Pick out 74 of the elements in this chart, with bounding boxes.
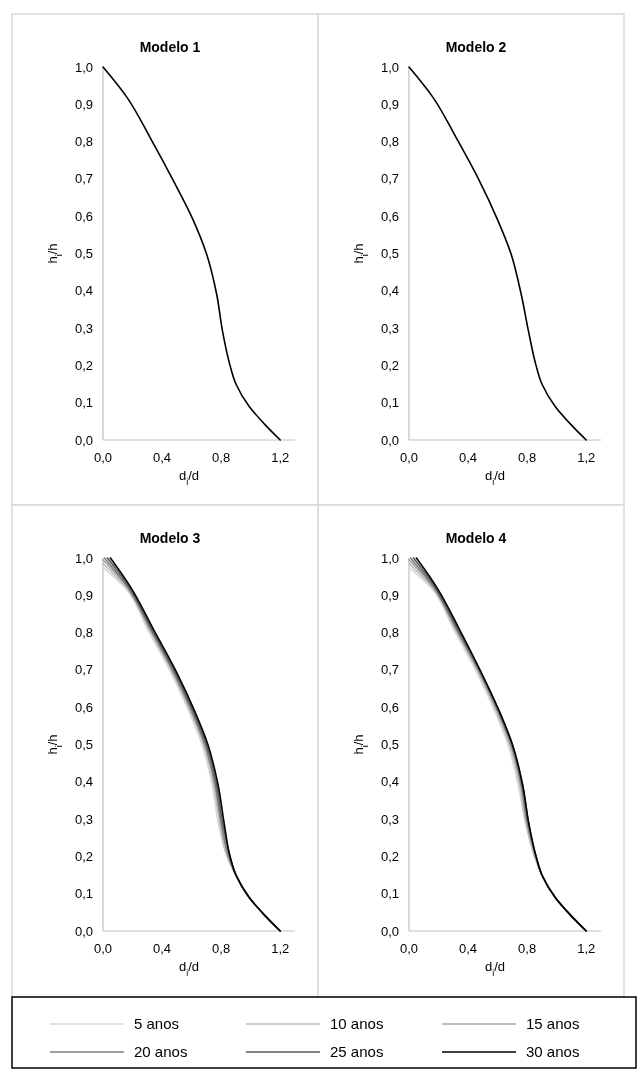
x-tick-label: 0,0	[93, 941, 113, 956]
y-tick-label: 0,8	[380, 134, 399, 150]
y-tick-label: 0,6	[74, 699, 93, 715]
y-tick-label: 0,4	[380, 283, 399, 299]
y-tick-label: 0,9	[74, 96, 93, 112]
y-tick-label: 0,3	[380, 320, 399, 336]
x-tick-label: 1,2	[577, 450, 596, 465]
x-tick-label: 0,0	[399, 450, 419, 465]
y-tick-label: 0,7	[380, 662, 399, 678]
x-axis-title: d$_{i}$/d	[484, 959, 506, 978]
y-tick-label: 0,1	[74, 886, 93, 902]
y-tick-label: 0,3	[74, 811, 93, 827]
y-tick-label: 0,5	[380, 737, 399, 753]
y-tick-label: 0,5	[74, 246, 93, 262]
y-tick-label: 0,0	[380, 432, 399, 448]
y-tick-label: 0,6	[380, 208, 399, 224]
x-tick-label: 1,2	[271, 450, 290, 465]
y-tick-label: 0,2	[380, 357, 399, 373]
y-tick-label: 0,3	[74, 320, 93, 336]
y-tick-label: 0,6	[380, 699, 399, 715]
x-tick-label: 0,4	[459, 450, 478, 465]
x-axis-title: d$_{i}$/d	[178, 468, 200, 487]
y-tick-label: 0,4	[380, 774, 399, 790]
y-tick-label: 0,8	[380, 625, 399, 641]
x-axis-title: d$_{i}$/d	[178, 959, 200, 978]
legend-label: 20 anos	[134, 1043, 188, 1061]
legend-label: 15 anos	[526, 1015, 580, 1033]
y-tick-label: 0,2	[74, 848, 93, 864]
chart-title: Modelo 2	[445, 39, 507, 55]
x-tick-label: 0,4	[153, 450, 172, 465]
y-tick-label: 0,7	[74, 662, 93, 678]
y-tick-label: 0,8	[74, 134, 93, 150]
y-tick-label: 0,9	[380, 587, 399, 603]
chart-title: Modelo 3	[139, 530, 201, 546]
y-tick-label: 0,7	[380, 171, 399, 187]
x-tick-label: 0,4	[459, 941, 478, 956]
y-tick-label: 1,0	[74, 59, 93, 75]
chart-title: Modelo 1	[139, 39, 201, 55]
x-tick-label: 0,8	[212, 450, 231, 465]
x-axis-title: d$_{i}$/d	[484, 468, 506, 487]
y-tick-label: 0,9	[380, 96, 399, 112]
y-tick-label: 0,6	[74, 208, 93, 224]
y-tick-label: 0,0	[74, 923, 93, 939]
legend-label: 30 anos	[526, 1043, 580, 1061]
y-tick-label: 0,0	[380, 923, 399, 939]
y-tick-label: 0,0	[74, 432, 93, 448]
legend-label: 25 anos	[330, 1043, 384, 1061]
chart-title: Modelo 4	[445, 530, 507, 546]
y-tick-label: 1,0	[380, 59, 399, 75]
x-tick-label: 0,8	[518, 941, 537, 956]
x-tick-label: 0,4	[153, 941, 172, 956]
y-tick-label: 1,0	[380, 550, 399, 566]
x-tick-label: 0,0	[399, 941, 419, 956]
y-tick-label: 0,4	[74, 774, 93, 790]
y-tick-label: 0,3	[380, 811, 399, 827]
y-tick-label: 0,4	[74, 283, 93, 299]
y-tick-label: 0,7	[74, 171, 93, 187]
y-tick-label: 0,8	[74, 625, 93, 641]
x-tick-label: 0,0	[93, 450, 113, 465]
y-tick-label: 0,2	[74, 357, 93, 373]
x-tick-label: 0,8	[518, 450, 537, 465]
legend-label: 5 anos	[134, 1015, 180, 1033]
x-tick-label: 1,2	[577, 941, 596, 956]
legend-label: 10 anos	[330, 1015, 384, 1033]
y-tick-label: 1,0	[74, 550, 93, 566]
y-tick-label: 0,9	[74, 587, 93, 603]
y-tick-label: 0,5	[74, 737, 93, 753]
y-tick-label: 0,1	[380, 886, 399, 902]
x-tick-label: 0,8	[212, 941, 231, 956]
y-tick-label: 0,1	[74, 395, 93, 411]
y-tick-label: 0,2	[380, 848, 399, 864]
x-tick-label: 1,2	[271, 941, 290, 956]
y-tick-label: 0,1	[380, 395, 399, 411]
y-tick-label: 0,5	[380, 246, 399, 262]
